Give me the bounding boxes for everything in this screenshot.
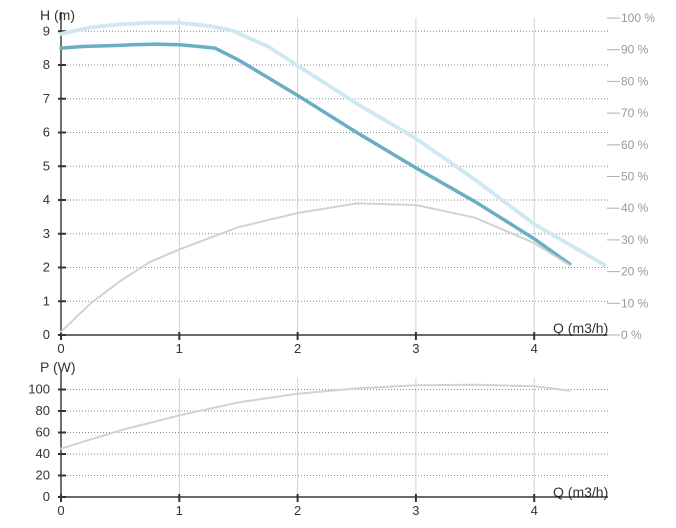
x-tick-label-1: 1 bbox=[176, 503, 183, 518]
y2-tick-label-8: 80 % bbox=[621, 74, 649, 88]
series-line-0-1 bbox=[59, 20, 608, 268]
y2-tick-label-10: 100 % bbox=[621, 11, 655, 25]
y2-tick-label-4: 40 % bbox=[621, 201, 649, 215]
x-tick-label-2: 2 bbox=[294, 341, 301, 356]
y2-tick-label-2: 20 % bbox=[621, 265, 649, 279]
y-tick-label-9: 9 bbox=[43, 23, 50, 38]
y-tick-label-1: 1 bbox=[43, 293, 50, 308]
x-tick-label-3: 3 bbox=[412, 341, 419, 356]
y-tick-label-0: 0 bbox=[43, 489, 50, 504]
power-x-axis-title: Q (m3/h) bbox=[553, 484, 608, 500]
y-tick-label-80: 80 bbox=[36, 403, 50, 418]
x-tick-label-3: 3 bbox=[412, 503, 419, 518]
head-x-axis-title: Q (m3/h) bbox=[553, 320, 608, 336]
x-tick-label-2: 2 bbox=[294, 503, 301, 518]
series-line-0-0 bbox=[59, 42, 572, 266]
y2-tick-label-3: 30 % bbox=[621, 233, 649, 247]
y2-tick-label-1: 10 % bbox=[621, 296, 649, 310]
y2-tick-label-7: 70 % bbox=[621, 106, 649, 120]
y-tick-label-100: 100 bbox=[28, 382, 50, 397]
head-axis-title: H (m) bbox=[40, 7, 75, 23]
y2-tick-label-0: 0 % bbox=[621, 328, 642, 342]
y-tick-label-3: 3 bbox=[43, 226, 50, 241]
x-tick-label-4: 4 bbox=[531, 503, 538, 518]
y2-tick-label-9: 90 % bbox=[621, 43, 649, 57]
x-tick-label-4: 4 bbox=[531, 341, 538, 356]
series-line-0-2 bbox=[60, 202, 571, 333]
y-tick-label-5: 5 bbox=[43, 158, 50, 173]
y-tick-label-7: 7 bbox=[43, 91, 50, 106]
y-tick-label-6: 6 bbox=[43, 125, 50, 140]
y-tick-label-2: 2 bbox=[43, 260, 50, 275]
y2-tick-label-6: 60 % bbox=[621, 138, 649, 152]
power-axis-title: P (W) bbox=[40, 359, 76, 375]
y-tick-label-0: 0 bbox=[43, 327, 50, 342]
y-tick-label-60: 60 bbox=[36, 425, 50, 440]
y-tick-label-40: 40 bbox=[36, 446, 50, 461]
y-tick-label-8: 8 bbox=[43, 57, 50, 72]
series-line-1-0 bbox=[60, 383, 571, 450]
x-tick-label-1: 1 bbox=[176, 341, 183, 356]
y-tick-label-20: 20 bbox=[36, 468, 50, 483]
x-tick-label-0: 0 bbox=[57, 503, 64, 518]
y-tick-label-4: 4 bbox=[43, 192, 50, 207]
y2-tick-label-5: 50 % bbox=[621, 170, 649, 184]
x-tick-label-0: 0 bbox=[57, 341, 64, 356]
